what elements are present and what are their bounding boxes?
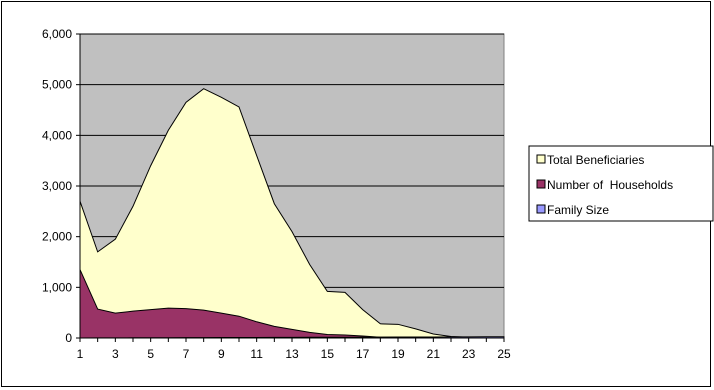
legend-label-family-size: Family Size [547,203,609,217]
x-axis: 1 3 5 7 9 11 13 15 17 19 21 23 25 [77,337,511,361]
x-tick-label: 17 [356,347,370,361]
y-tick-label: 1,000 [42,280,72,294]
x-tick-label: 15 [321,347,335,361]
legend-swatch-total-beneficiaries [536,154,546,164]
y-tick-label: 5,000 [42,78,72,92]
y-axis: 0 1,000 2,000 3,000 4,000 5,000 6,000 [42,27,81,345]
y-tick-label: 2,000 [42,230,72,244]
y-tick-label: 4,000 [42,128,72,142]
y-tick-label: 0 [65,331,72,345]
x-tick-label: 25 [497,347,511,361]
x-tick-label: 3 [112,347,119,361]
legend-box [528,145,714,222]
y-tick-label: 6,000 [42,27,72,41]
x-tick-label: 23 [462,347,476,361]
legend-swatch-family-size [536,204,546,214]
x-tick-label: 7 [183,347,190,361]
legend-label-total-beneficiaries: Total Beneficiaries [547,153,644,167]
y-tick-label: 3,000 [42,179,72,193]
x-tick-label: 1 [77,347,84,361]
legend: Total Beneficiaries Number of Households… [528,145,714,222]
legend-swatch-number-of-households [536,179,546,189]
x-tick-label: 21 [427,347,441,361]
x-tick-label: 19 [391,347,405,361]
x-tick-label: 11 [250,347,263,361]
x-tick-label: 5 [147,347,154,361]
x-tick-label: 13 [285,347,299,361]
x-tick-label: 9 [218,347,225,361]
legend-label-number-of-households: Number of Households [547,178,673,192]
